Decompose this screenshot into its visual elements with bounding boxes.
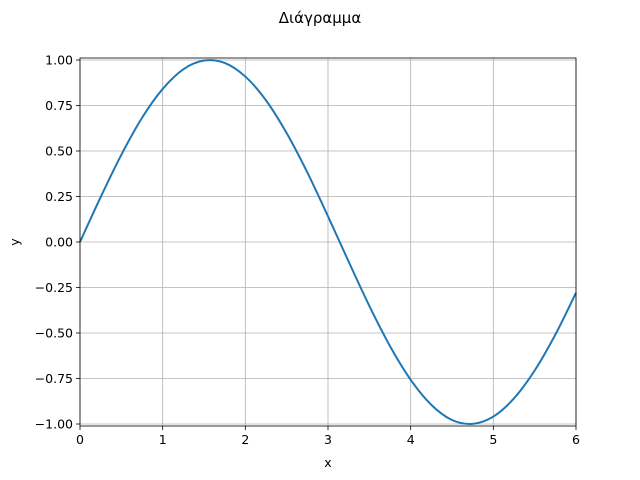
x-tick-label: 1	[159, 432, 167, 447]
y-axis-label: y	[7, 238, 22, 246]
x-axis-label: x	[324, 455, 331, 470]
y-tick-label: −0.50	[35, 326, 73, 341]
y-tick-label: 0.75	[45, 98, 73, 113]
x-tick-label: 2	[241, 432, 249, 447]
grid	[79, 58, 577, 426]
y-tick-label: 0.25	[45, 189, 73, 204]
chart-title: Διάγραμμα	[279, 9, 362, 27]
y-tick-label: −1.00	[35, 417, 73, 432]
x-tick-label: 5	[489, 432, 497, 447]
x-tick-label: 6	[572, 432, 580, 447]
y-tick-label: 0.00	[45, 235, 73, 250]
x-tick-label: 0	[76, 432, 84, 447]
series-line-0	[79, 59, 577, 425]
y-tick-label: −0.75	[35, 371, 73, 386]
y-tick-label: 0.50	[45, 144, 73, 159]
x-axis: 0 1 2 3 4 5 6	[76, 426, 580, 447]
series-layer	[79, 59, 577, 425]
y-tick-label: −0.25	[35, 280, 73, 295]
x-tick-label: 3	[324, 432, 332, 447]
x-tick-label: 4	[407, 432, 415, 447]
y-tick-label: 1.00	[45, 53, 73, 68]
y-axis: 1.00 0.75 0.50 0.25 0.00 −0.25 −0.50 −0.75 −1.00	[35, 53, 80, 432]
